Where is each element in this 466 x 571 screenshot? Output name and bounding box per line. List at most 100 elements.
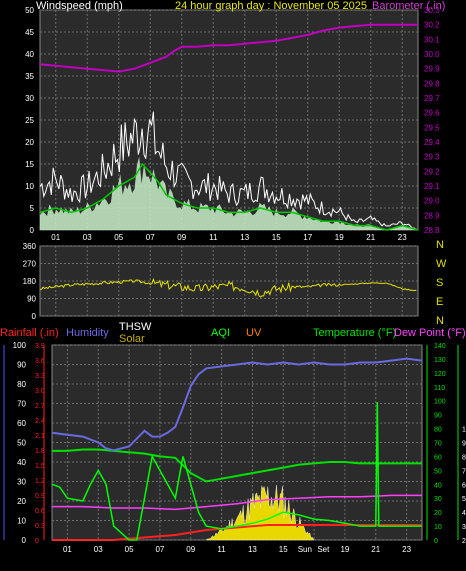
humidity-tick: 10 [17, 517, 26, 526]
legend-aqi: AQI [211, 327, 230, 339]
climate-x-tick: 07 [155, 545, 164, 554]
wind-left-tick: 40 [25, 50, 34, 59]
rain-tick: 0 [35, 538, 39, 545]
rain-tick: 3.3 [35, 373, 45, 380]
legend-dewpoint: Dew Point (°F) [394, 327, 466, 339]
temp-tick: 70 [434, 441, 442, 448]
rain-tick: 2.7 [35, 403, 45, 410]
barometer-tick: 29.1 [424, 182, 440, 191]
barometer-tick: 30.2 [424, 21, 440, 30]
temp-tick: 50 [434, 468, 442, 475]
humidity-tick: 20 [17, 497, 26, 506]
climate-x-tick: 01 [63, 545, 72, 554]
rain-tick: 3.6 [35, 358, 45, 365]
solar-series-area [206, 485, 315, 541]
wind-left-tick: 5 [30, 204, 35, 213]
direction-tick: 180 [23, 277, 37, 286]
humidity-tick: 80 [17, 380, 26, 389]
wind-x-tick: 19 [335, 233, 344, 242]
wind-x-tick: 13 [240, 233, 249, 242]
average-series-line [39, 162, 419, 231]
legend-thsw: THSW [119, 321, 152, 333]
temp-tick: 90 [434, 413, 442, 420]
temp-tick: 0 [434, 538, 438, 545]
barometer-tick: 30.0 [424, 50, 440, 59]
gust-series-line [39, 111, 417, 230]
legend-humidity: Humidity [66, 327, 109, 339]
wind-x-tick: 05 [114, 233, 123, 242]
rain-tick: 1.5 [35, 463, 45, 470]
wind-x-tick: 11 [209, 233, 218, 242]
average-series-area [40, 156, 418, 230]
dew-tick: 50 [462, 496, 466, 503]
barometer-tick: 28.9 [424, 211, 440, 220]
wind-left-tick: 30 [25, 94, 34, 103]
temp-tick: 20 [434, 510, 442, 517]
dew-tick: 60 [462, 482, 466, 489]
temp-tick: 100 [434, 399, 446, 406]
rain-tick: 2.4 [35, 418, 45, 425]
wind-x-tick: 23 [398, 233, 407, 242]
dew-tick: 90 [462, 441, 466, 448]
humidity-tick: 60 [17, 419, 26, 428]
temp-tick: 10 [434, 524, 442, 531]
temp-tick: 40 [434, 482, 442, 489]
barometer-tick: 29.9 [424, 65, 440, 74]
aqi-series-line [51, 402, 422, 541]
windspeed-axis-label: Windspeed (mph) [36, 0, 123, 12]
dew-tick: 40 [462, 510, 466, 517]
climate-x-tick: Sun [298, 545, 312, 554]
legend-solar: Solar [119, 333, 145, 345]
humidity-tick: 40 [17, 458, 26, 467]
dew-tick: 100 [462, 427, 466, 434]
direction-tick: 270 [23, 260, 37, 269]
barometer-tick: 30.1 [424, 35, 440, 44]
climate-x-tick: 13 [248, 545, 257, 554]
barometer-tick: 29.3 [424, 153, 440, 162]
compass-label: E [436, 296, 443, 308]
humidity-tick: 100 [13, 341, 27, 350]
wind-x-tick: 07 [146, 233, 155, 242]
barometer-tick: 28.8 [424, 226, 440, 235]
temp-tick: 80 [434, 427, 442, 434]
barometer-tick: 30.3 [424, 6, 440, 15]
wind-left-tick: 50 [25, 6, 34, 15]
rain-tick: 0.9 [35, 493, 45, 500]
chart-title: 24 hour graph day : November 05 2025 [175, 0, 367, 12]
climate-x-tick: 09 [186, 545, 195, 554]
dew-tick: 30 [462, 524, 466, 531]
dewpoint-series-line [52, 494, 422, 511]
temp-tick: 30 [434, 496, 442, 503]
rain-tick: 3.9 [35, 343, 45, 350]
rain-tick: 1.2 [35, 478, 45, 485]
wind-left-tick: 20 [25, 138, 34, 147]
temp-tick: 120 [434, 371, 446, 378]
wind-left-tick: 10 [25, 182, 34, 191]
climate-x-tick: 15 [279, 545, 288, 554]
humidity-tick: 30 [17, 478, 26, 487]
compass-label: S [436, 277, 443, 289]
barometer-tick: 29.0 [424, 197, 440, 206]
wind-x-tick: 03 [83, 233, 92, 242]
wind-x-tick: 21 [366, 233, 375, 242]
wind-left-tick: 35 [25, 72, 34, 81]
climate-x-tick: 11 [217, 545, 226, 554]
rain-tick: 3.0 [35, 388, 45, 395]
temp-tick: 140 [434, 343, 446, 350]
barometer-tick: 29.5 [424, 123, 440, 132]
humidity-tick: 0 [22, 536, 27, 545]
barometer-tick: 29.6 [424, 109, 440, 118]
legend-temperature: Temperature (°F) [313, 327, 396, 339]
wind-left-tick: 0 [30, 226, 35, 235]
wind-left-tick: 45 [25, 28, 34, 37]
barometer-series-line [39, 23, 418, 73]
rain-tick: 0.6 [35, 508, 45, 515]
humidity-tick: 70 [17, 400, 26, 409]
direction-tick: 360 [23, 242, 37, 251]
climate-x-tick: 03 [94, 545, 103, 554]
wind-x-tick: 17 [303, 233, 312, 242]
barometer-axis-label: Barometer (.in) [372, 0, 445, 12]
wind-x-tick: 09 [177, 233, 186, 242]
